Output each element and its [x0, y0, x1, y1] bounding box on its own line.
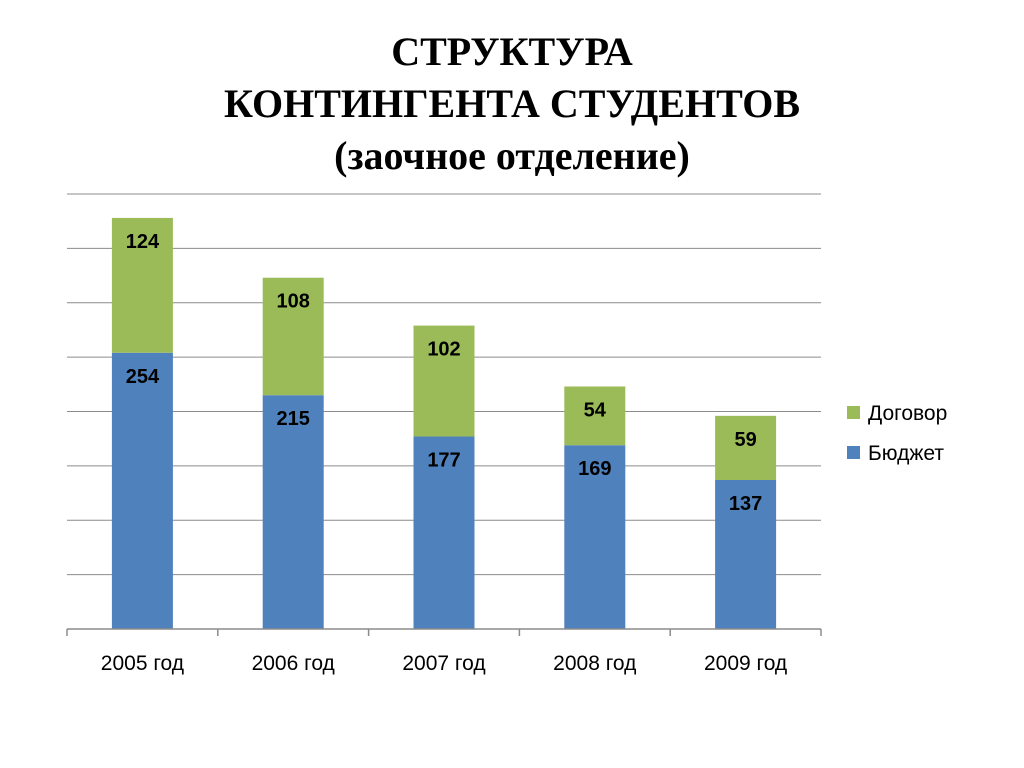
- data-label-contract-1: 124: [126, 231, 160, 253]
- data-labels: 254 124 215 108 177 102 169 54 137 59: [126, 231, 763, 515]
- data-label-contract-3: 102: [427, 339, 460, 361]
- title-line-1: СТРУКТУРА: [391, 29, 633, 74]
- bar-contract-2: [262, 277, 324, 396]
- data-label-contract-5: 59: [734, 429, 756, 451]
- legend: Договор Бюджет: [847, 402, 947, 465]
- x-tick-label-1: 2005 год: [101, 652, 184, 675]
- bar-contract-4: [564, 386, 626, 446]
- title-line-2: КОНТИНГЕНТА СТУДЕНТОВ: [223, 81, 801, 126]
- x-tick-label-4: 2008 год: [553, 652, 636, 675]
- bars: [111, 217, 777, 629]
- bar-budget-3: [413, 436, 475, 629]
- x-tick-label-3: 2007 год: [402, 652, 485, 675]
- title-line-3: (заочное отделение): [334, 133, 690, 178]
- bar-contract-5: [715, 415, 777, 481]
- bar-budget-1: [111, 352, 173, 629]
- legend-label-1: Договор: [868, 402, 947, 425]
- bar-budget-5: [715, 480, 777, 629]
- data-label-budget-5: 137: [729, 493, 762, 515]
- data-label-budget-4: 169: [578, 458, 611, 480]
- chart-title: СТРУКТУРА КОНТИНГЕНТА СТУДЕНТОВ (заочное…: [0, 26, 1024, 182]
- data-label-contract-4: 54: [584, 399, 607, 421]
- bar-budget-2: [262, 395, 324, 629]
- legend-label-2: Бюджет: [868, 442, 944, 465]
- bar-budget-4: [564, 445, 626, 629]
- bar-contract-3: [413, 325, 475, 437]
- data-label-budget-3: 177: [427, 450, 460, 472]
- x-tick-label-5: 2009 год: [704, 652, 787, 675]
- x-axis: 2005 год 2006 год 2007 год 2008 год 2009 год: [66, 628, 822, 675]
- legend-swatch-2: [847, 446, 860, 459]
- bar-contract-1: [111, 217, 173, 353]
- legend-swatch-1: [847, 406, 860, 419]
- data-label-budget-1: 254: [126, 366, 160, 388]
- x-tick-label-2: 2006 год: [252, 652, 335, 675]
- data-label-budget-2: 215: [277, 408, 310, 430]
- data-label-contract-2: 108: [277, 291, 310, 313]
